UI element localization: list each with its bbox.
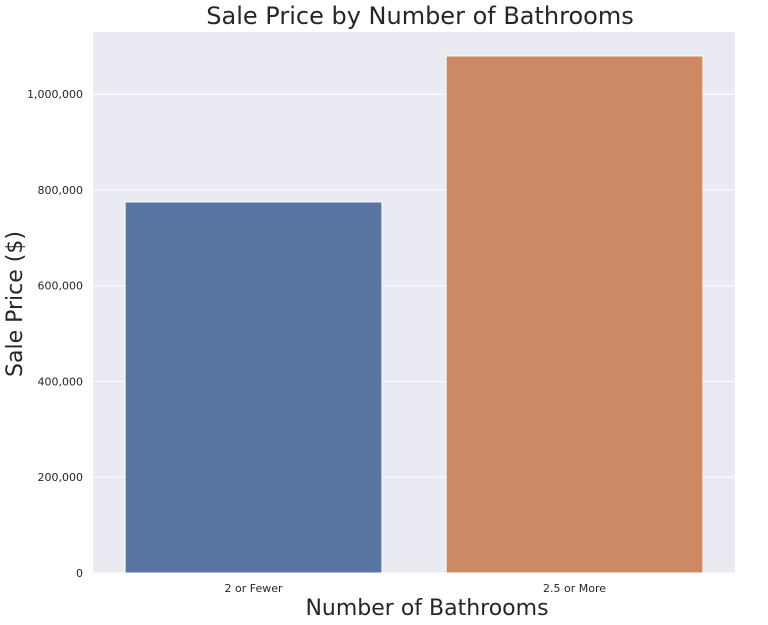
y-tick-label: 1,000,000: [27, 88, 83, 101]
y-tick-label: 800,000: [38, 184, 84, 197]
bar-2-5-or-more: [445, 55, 704, 574]
x-axis-label: Number of Bathrooms: [305, 596, 548, 621]
y-tick-label: 0: [76, 567, 83, 580]
y-axis-ticks: 0 200,000 400,000 600,000 800,000 1,000,000: [27, 88, 83, 580]
x-axis-ticks: 2 or Fewer 2.5 or More: [224, 582, 606, 595]
y-tick-label: 400,000: [38, 375, 84, 388]
y-tick-label: 200,000: [38, 471, 84, 484]
y-axis-label: Sale Price ($): [3, 231, 28, 377]
bars: [124, 55, 704, 574]
bar-2-or-fewer: [124, 201, 383, 574]
y-tick-label: 600,000: [38, 280, 84, 293]
x-tick-label: 2 or Fewer: [224, 582, 283, 595]
x-tick-label: 2.5 or More: [543, 582, 606, 595]
chart-title: Sale Price by Number of Bathrooms: [206, 2, 633, 30]
